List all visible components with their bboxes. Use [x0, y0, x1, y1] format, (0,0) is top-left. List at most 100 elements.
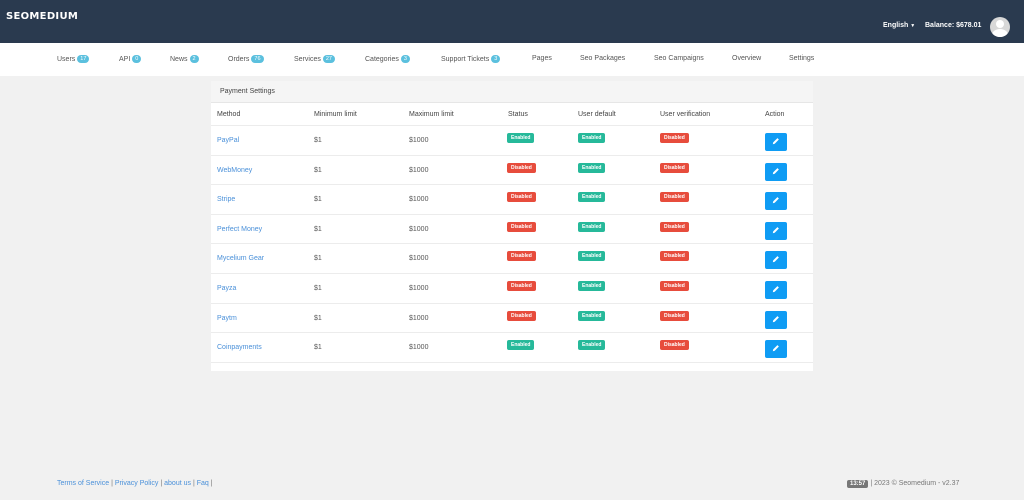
panel-title: Payment Settings	[211, 81, 813, 103]
nav-item-users[interactable]: Users 17	[57, 55, 90, 63]
table-row: Payza $1 $1000 Disabled Enabled Disabled	[211, 274, 813, 304]
top-bar: SEOMEDIUM English ▼ Balance: $678.01	[0, 0, 1024, 43]
language-dropdown[interactable]: English ▼	[883, 22, 915, 29]
pencil-icon	[772, 315, 780, 325]
pencil-icon	[772, 255, 780, 265]
max-limit: $1000	[409, 225, 429, 233]
edit-button[interactable]	[765, 162, 787, 181]
pencil-icon	[772, 167, 780, 177]
nav-item-seo-packages[interactable]: Seo Packages	[580, 55, 626, 62]
method-link[interactable]: Perfect Money	[217, 225, 263, 233]
max-limit: $1000	[409, 284, 429, 292]
nav-item-news[interactable]: News 2	[170, 55, 199, 63]
status-badge: Disabled	[507, 280, 536, 291]
edit-button[interactable]	[765, 310, 787, 329]
nav-item-support-tickets[interactable]: Support Tickets 3	[441, 55, 501, 63]
footer-copyright: 13:57 | 2023 © Seomedium - v2.37	[847, 480, 959, 488]
user-default-badge: Enabled	[578, 340, 606, 351]
col-maximum-limit: Maximum limit	[409, 111, 454, 118]
max-limit: $1000	[409, 166, 429, 174]
verification-badge: Disabled	[660, 221, 689, 232]
nav-label: Users	[57, 56, 76, 63]
count-badge: 3	[400, 55, 410, 63]
verification-badge: Disabled	[660, 133, 689, 143]
max-limit: $1000	[409, 314, 429, 322]
method-link[interactable]: Stripe	[217, 196, 236, 204]
time-badge: 13:57	[847, 480, 869, 488]
col-minimum-limit: Minimum limit	[314, 111, 357, 118]
edit-button[interactable]	[765, 251, 787, 270]
table-row: WebMoney $1 $1000 Disabled Enabled Disabled	[211, 156, 813, 186]
status-badge: Disabled	[507, 221, 536, 232]
min-limit: $1	[314, 314, 322, 322]
edit-button[interactable]	[765, 133, 787, 151]
user-default-badge: Enabled	[578, 192, 606, 203]
nav-label: Support Tickets	[441, 56, 490, 63]
col-user-verification: User verification	[660, 111, 711, 118]
nav-item-overview[interactable]: Overview	[732, 55, 762, 62]
table-row: Coinpayments $1 $1000 Enabled Enabled Disable…	[211, 333, 813, 363]
language-label: English	[883, 22, 909, 29]
nav-item-pages[interactable]: Pages	[532, 55, 552, 62]
status-badge: Enabled	[507, 133, 535, 143]
verification-badge: Disabled	[660, 340, 689, 351]
edit-button[interactable]	[765, 192, 787, 211]
about-link[interactable]: about us	[164, 480, 191, 487]
table-row: Perfect Money $1 $1000 Disabled Enabled Disab…	[211, 215, 813, 245]
pencil-icon	[772, 196, 780, 206]
terms-link[interactable]: Terms of Service	[57, 480, 110, 487]
max-limit: $1000	[409, 196, 429, 204]
min-limit: $1	[314, 284, 322, 292]
count-badge: 17	[77, 55, 90, 63]
nav-label: Orders	[228, 56, 250, 63]
caret-down-icon: ▼	[910, 23, 916, 29]
method-link[interactable]: Payza	[217, 284, 237, 292]
max-limit: $1000	[409, 255, 429, 263]
count-badge: 2	[189, 55, 199, 63]
count-badge: 27	[322, 55, 335, 63]
verification-badge: Disabled	[660, 251, 689, 262]
method-link[interactable]: Paytm	[217, 314, 237, 322]
nav-label: News	[170, 56, 188, 63]
min-limit: $1	[314, 137, 322, 144]
verification-badge: Disabled	[660, 310, 689, 321]
nav-item-categories[interactable]: Categories 3	[365, 55, 410, 63]
edit-button[interactable]	[765, 340, 787, 359]
min-limit: $1	[314, 166, 322, 174]
max-limit: $1000	[409, 137, 429, 144]
pencil-icon	[772, 285, 780, 295]
brand-logo[interactable]: SEOMEDIUM	[6, 11, 79, 22]
nav-item-settings[interactable]: Settings	[789, 55, 815, 62]
table-body: PayPal $1 $1000 Enabled Enabled Disabled WebMo…	[211, 126, 813, 363]
nav-item-orders[interactable]: Orders 76	[228, 55, 264, 63]
table-row: Mycelium Gear $1 $1000 Disabled Enabled Disab…	[211, 244, 813, 274]
col-action: Action	[765, 111, 785, 118]
faq-link[interactable]: Faq	[196, 480, 209, 487]
count-badge: 0	[132, 55, 142, 63]
edit-button[interactable]	[765, 221, 787, 240]
user-default-badge: Enabled	[578, 221, 606, 232]
user-default-badge: Enabled	[578, 280, 606, 291]
method-link[interactable]: WebMoney	[217, 166, 253, 174]
status-badge: Disabled	[507, 251, 536, 262]
nav-item-api[interactable]: API 0	[119, 55, 142, 63]
status-badge: Disabled	[507, 192, 536, 203]
nav-item-services[interactable]: Services 27	[294, 55, 335, 63]
privacy-link[interactable]: Privacy Policy	[114, 480, 159, 487]
method-link[interactable]: PayPal	[217, 137, 240, 144]
user-default-badge: Enabled	[578, 251, 606, 262]
main-nav: Users 17 API 0 News 2 Orders 76 Services 27 C…	[0, 43, 1024, 76]
verification-badge: Disabled	[660, 280, 689, 291]
avatar[interactable]	[990, 17, 1010, 37]
verification-badge: Disabled	[660, 192, 689, 203]
edit-button[interactable]	[765, 280, 787, 299]
table-row: Paytm $1 $1000 Disabled Enabled Disabled	[211, 304, 813, 334]
method-link[interactable]: Mycelium Gear	[217, 255, 265, 263]
table-row: PayPal $1 $1000 Enabled Enabled Disabled	[211, 126, 813, 156]
method-link[interactable]: Coinpayments	[217, 344, 262, 352]
user-default-badge: Enabled	[578, 310, 606, 321]
min-limit: $1	[314, 196, 322, 204]
user-icon-body	[992, 29, 1008, 37]
footer-links: Terms of Service | Privacy Policy | abou…	[57, 480, 213, 487]
nav-item-seo-campaigns[interactable]: Seo Campaigns	[654, 55, 704, 62]
